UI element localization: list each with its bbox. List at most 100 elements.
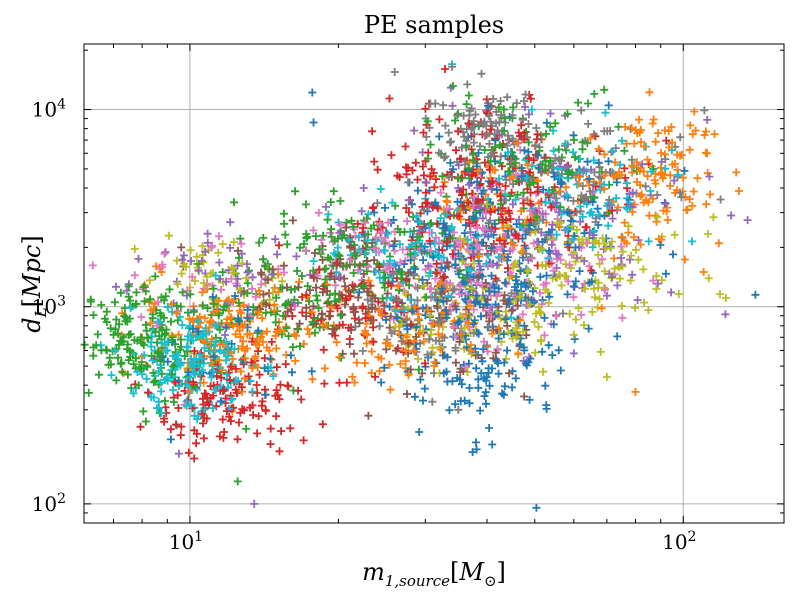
data-point <box>431 274 440 283</box>
data-point <box>376 185 385 193</box>
data-point <box>444 128 453 137</box>
data-point <box>378 294 387 303</box>
data-point <box>408 307 417 316</box>
data-point <box>188 404 197 413</box>
data-point <box>511 159 520 167</box>
data-point <box>330 275 339 284</box>
data-point <box>443 377 452 386</box>
data-point <box>354 266 363 275</box>
data-point <box>653 213 662 222</box>
data-point <box>301 246 310 255</box>
data-point <box>327 225 336 234</box>
data-point <box>676 133 685 142</box>
data-point <box>197 257 206 265</box>
data-point <box>569 349 578 358</box>
data-point <box>521 103 529 111</box>
data-point <box>552 230 561 239</box>
data-point <box>634 255 643 264</box>
data-point <box>693 174 702 183</box>
data-point <box>529 156 538 165</box>
data-point <box>586 134 595 143</box>
data-point <box>370 244 379 253</box>
data-point <box>608 206 617 215</box>
data-point <box>532 124 541 132</box>
data-point <box>187 357 196 366</box>
data-point <box>494 284 503 293</box>
data-point <box>371 267 380 276</box>
data-point <box>503 93 512 102</box>
data-point <box>689 187 698 196</box>
data-point <box>503 346 512 355</box>
data-point <box>617 302 626 310</box>
data-point <box>408 166 417 175</box>
data-point <box>583 157 592 166</box>
data-point <box>483 347 492 356</box>
data-point <box>469 201 478 210</box>
data-point <box>368 127 377 136</box>
data-point <box>144 333 153 342</box>
data-point <box>643 155 652 164</box>
data-point <box>427 284 436 293</box>
data-point <box>397 319 406 328</box>
data-point <box>130 336 139 345</box>
data-point <box>446 138 454 147</box>
data-point <box>341 282 350 291</box>
data-point <box>520 135 529 144</box>
data-point <box>361 314 370 323</box>
data-point <box>486 125 495 134</box>
data-point <box>557 281 566 290</box>
data-point <box>313 296 322 305</box>
data-point <box>588 243 597 252</box>
data-point <box>568 235 577 244</box>
data-point <box>493 126 502 135</box>
data-point <box>541 262 550 271</box>
data-point <box>290 330 299 339</box>
data-point <box>188 272 197 281</box>
data-point <box>174 376 183 385</box>
data-point <box>454 249 463 258</box>
data-point <box>294 325 303 334</box>
data-point <box>182 380 191 389</box>
data-point <box>675 188 684 197</box>
data-point <box>547 203 556 211</box>
data-point <box>134 254 143 263</box>
data-point <box>628 168 636 177</box>
data-point <box>139 283 148 292</box>
data-point <box>209 352 218 361</box>
data-point <box>354 233 363 242</box>
data-point <box>215 356 224 365</box>
data-point <box>326 272 334 281</box>
data-point <box>529 287 537 296</box>
data-point <box>526 206 535 215</box>
data-point <box>511 170 520 179</box>
data-point <box>320 379 329 388</box>
data-point <box>520 146 529 155</box>
data-point <box>187 400 196 409</box>
data-point <box>341 294 350 303</box>
data-point <box>92 341 101 350</box>
data-point <box>222 323 231 332</box>
data-point <box>208 404 217 413</box>
data-point <box>735 187 743 195</box>
data-point <box>441 65 449 73</box>
data-point <box>507 156 516 165</box>
data-point <box>309 274 318 282</box>
data-point <box>620 164 629 173</box>
data-point <box>418 162 427 171</box>
data-point <box>607 148 616 156</box>
data-point <box>406 295 415 304</box>
data-point <box>438 172 447 181</box>
data-point <box>169 398 178 406</box>
data-point <box>251 292 260 301</box>
data-point <box>584 324 593 333</box>
data-point <box>222 407 231 416</box>
data-point <box>224 295 233 304</box>
data-point <box>400 305 409 314</box>
data-point <box>393 314 402 322</box>
data-point <box>431 198 440 207</box>
data-point <box>238 259 247 268</box>
data-point <box>226 243 235 252</box>
data-point <box>363 295 372 304</box>
data-point <box>732 168 741 177</box>
data-point <box>231 292 239 300</box>
